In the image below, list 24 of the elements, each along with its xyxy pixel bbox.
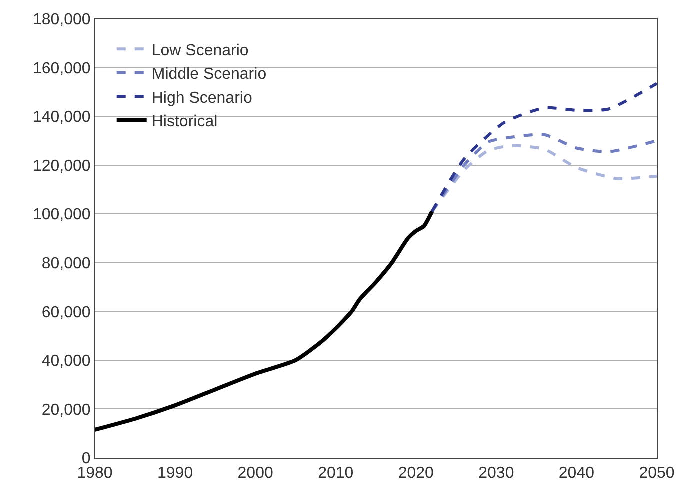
x-tick-label: 2010: [318, 465, 354, 482]
x-tick-label: 2050: [639, 465, 675, 482]
y-tick-label: 0: [82, 450, 91, 468]
y-tick-label: 80,000: [42, 255, 91, 272]
legend-label: High Scenario: [152, 90, 252, 107]
x-tick-label: 2040: [558, 465, 595, 482]
line-series: [430, 82, 657, 214]
y-tick-label: 100,000: [32, 206, 91, 224]
x-tick-label: 1980: [77, 465, 113, 482]
y-tick-label: 40,000: [42, 353, 91, 370]
y-tick-label: 140,000: [32, 109, 91, 126]
y-tick-label: 20,000: [42, 402, 91, 419]
x-tick-label: 2020: [398, 465, 434, 482]
y-tick-label: 160,000: [32, 60, 91, 78]
legend-label: Low Scenario: [152, 42, 249, 60]
y-tick-label: 180,000: [32, 12, 91, 29]
y-tick-label: 120,000: [32, 158, 91, 175]
legend-label: Middle Scenario: [152, 66, 267, 84]
legend-label: Historical: [152, 114, 218, 131]
x-tick-label: 2000: [238, 465, 274, 482]
y-tick-label: 60,000: [42, 304, 91, 322]
x-tick-label: 2030: [478, 465, 514, 482]
line-series: [95, 210, 434, 432]
x-tick-label: 1990: [157, 465, 194, 482]
